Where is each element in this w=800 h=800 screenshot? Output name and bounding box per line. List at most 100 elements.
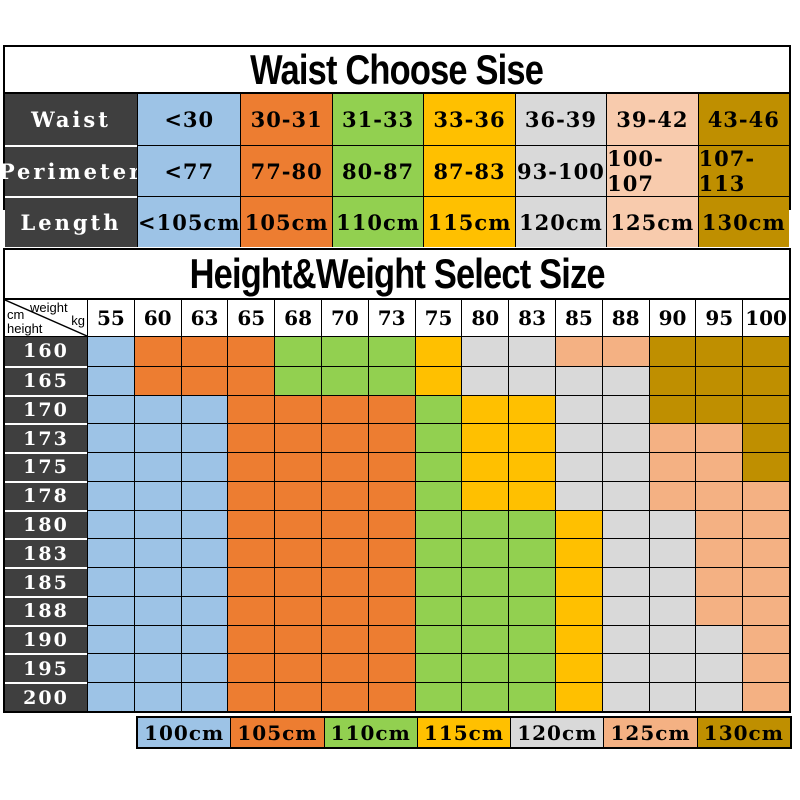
size-cell xyxy=(695,452,743,481)
size-cell xyxy=(461,394,509,424)
size-cell xyxy=(508,365,555,395)
size-cell xyxy=(461,595,509,625)
size-cell xyxy=(742,394,789,424)
size-cell xyxy=(274,567,321,596)
weight-header-cell: 65 xyxy=(227,300,275,336)
size-cell xyxy=(320,595,368,625)
size-cell xyxy=(461,480,509,510)
waist-cell: <105cm xyxy=(137,196,241,247)
size-cell xyxy=(274,480,321,510)
size-cell xyxy=(274,653,321,683)
size-cell xyxy=(461,624,509,654)
waist-cell: 115cm xyxy=(423,196,515,247)
size-cell xyxy=(461,365,509,395)
size-cell xyxy=(648,423,696,453)
waist-table-grid: Waist <30 30-31 31-33 33-36 36-39 39-42 43-46 Pe… xyxy=(0,94,789,247)
size-cell xyxy=(554,337,602,366)
size-cell xyxy=(180,567,228,596)
legend-item: 100cm xyxy=(138,718,231,747)
size-cell xyxy=(320,509,368,539)
size-cell xyxy=(648,538,696,568)
waist-cell: 120cm xyxy=(514,196,607,247)
size-cell xyxy=(180,624,228,654)
waist-row-header: Length xyxy=(5,196,137,247)
size-cell xyxy=(742,365,789,395)
size-cell xyxy=(87,538,134,568)
size-cell xyxy=(274,365,321,395)
size-cell xyxy=(180,423,228,453)
size-cell xyxy=(367,480,415,510)
size-cell xyxy=(695,653,743,683)
size-cell xyxy=(742,337,789,366)
size-cell xyxy=(87,624,134,654)
size-cell xyxy=(461,567,509,596)
size-cell xyxy=(274,509,321,539)
size-cell xyxy=(274,595,321,625)
weight-header-cell: 55 xyxy=(87,300,134,336)
height-row-header: 173 xyxy=(5,423,87,453)
size-cell xyxy=(367,682,415,711)
size-cell xyxy=(414,538,462,568)
size-cell xyxy=(508,653,555,683)
size-cell xyxy=(648,337,696,366)
size-cell xyxy=(133,509,181,539)
waist-table-title-text: Waist Choose Sise xyxy=(250,45,545,93)
size-cell xyxy=(180,337,228,366)
height-row-header: 165 xyxy=(5,365,87,395)
size-cell xyxy=(742,509,789,539)
size-cell xyxy=(133,653,181,683)
size-cell xyxy=(87,595,134,625)
waist-cell: 107-113 xyxy=(697,145,789,196)
size-cell xyxy=(367,509,415,539)
size-cell xyxy=(87,337,134,366)
size-cell xyxy=(648,567,696,596)
size-cell xyxy=(601,480,649,510)
size-cell xyxy=(601,452,649,481)
size-cell xyxy=(367,337,415,366)
size-cell xyxy=(320,452,368,481)
height-row-header: 160 xyxy=(5,337,87,366)
size-cell xyxy=(180,365,228,395)
size-cell xyxy=(274,423,321,453)
weight-unit-label: kg xyxy=(71,313,85,328)
size-cell xyxy=(180,653,228,683)
size-cell xyxy=(742,567,789,596)
height-row-header: 190 xyxy=(5,624,87,654)
weight-header-cell: 70 xyxy=(320,300,368,336)
size-cell xyxy=(133,365,181,395)
height-weight-table-title: Height&Weight Select Size xyxy=(5,250,789,300)
size-cell xyxy=(133,394,181,424)
size-cell xyxy=(367,365,415,395)
size-cell xyxy=(554,509,602,539)
size-cell xyxy=(414,624,462,654)
size-cell xyxy=(367,595,415,625)
size-cell xyxy=(367,423,415,453)
size-cell xyxy=(227,653,275,683)
size-cell xyxy=(695,337,743,366)
size-cell xyxy=(508,567,555,596)
waist-cell: <30 xyxy=(137,94,241,145)
size-cell xyxy=(414,567,462,596)
size-cell xyxy=(554,480,602,510)
size-cell xyxy=(227,682,275,711)
waist-cell: 80-87 xyxy=(331,145,424,196)
height-row-header: 170 xyxy=(5,394,87,424)
waist-cell: 125cm xyxy=(606,196,698,247)
size-cell xyxy=(227,624,275,654)
size-cell xyxy=(274,682,321,711)
size-cell xyxy=(648,365,696,395)
size-cell xyxy=(742,624,789,654)
size-cell xyxy=(414,595,462,625)
size-cell xyxy=(274,337,321,366)
size-cell xyxy=(648,653,696,683)
size-cell xyxy=(648,452,696,481)
size-cell xyxy=(742,480,789,510)
size-cell xyxy=(87,452,134,481)
waist-cell: 110cm xyxy=(331,196,424,247)
size-cell xyxy=(180,394,228,424)
height-row-header: 178 xyxy=(5,480,87,510)
size-cell xyxy=(227,365,275,395)
size-cell xyxy=(180,452,228,481)
size-cell xyxy=(227,337,275,366)
